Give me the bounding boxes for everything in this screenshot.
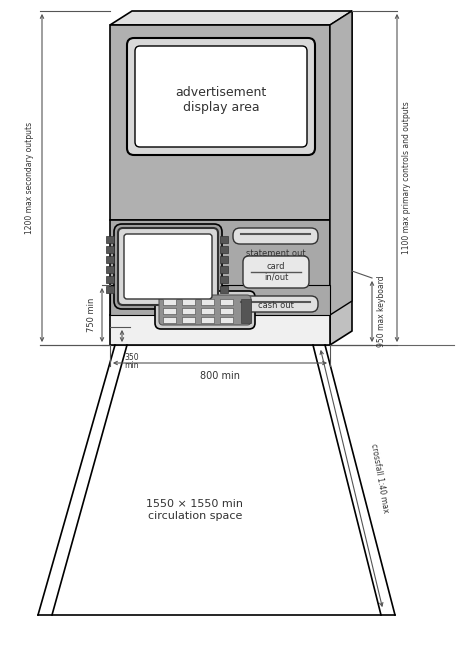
Bar xyxy=(201,308,214,314)
Bar xyxy=(182,317,195,323)
Bar xyxy=(201,317,214,323)
Bar xyxy=(220,236,228,243)
Bar xyxy=(220,286,228,293)
Text: advertisement
display area: advertisement display area xyxy=(175,86,266,114)
Bar xyxy=(106,256,114,263)
Polygon shape xyxy=(330,11,352,345)
Bar xyxy=(106,236,114,243)
FancyBboxPatch shape xyxy=(135,46,307,147)
Bar xyxy=(201,299,214,305)
Polygon shape xyxy=(110,11,352,25)
FancyBboxPatch shape xyxy=(127,38,315,155)
Polygon shape xyxy=(330,11,352,315)
FancyBboxPatch shape xyxy=(118,228,218,305)
Bar xyxy=(241,299,251,323)
Bar xyxy=(106,266,114,273)
Bar xyxy=(220,317,233,323)
FancyBboxPatch shape xyxy=(233,296,318,312)
Text: cash out: cash out xyxy=(257,300,293,310)
Text: 1100 max primary controls and outputs: 1100 max primary controls and outputs xyxy=(402,102,411,254)
Text: 350: 350 xyxy=(125,353,139,362)
Text: 1550 × 1550 min
circulation space: 1550 × 1550 min circulation space xyxy=(146,499,244,520)
Bar xyxy=(182,308,195,314)
Bar xyxy=(110,220,330,315)
Text: card
in/out: card in/out xyxy=(264,262,288,282)
Bar xyxy=(106,276,114,283)
Bar xyxy=(163,317,176,323)
FancyBboxPatch shape xyxy=(124,234,212,299)
FancyBboxPatch shape xyxy=(155,291,255,329)
Text: min: min xyxy=(125,361,139,370)
FancyBboxPatch shape xyxy=(114,224,222,309)
Bar xyxy=(182,299,195,305)
Text: statement out: statement out xyxy=(246,249,305,258)
Bar xyxy=(220,299,233,305)
Text: 750 min: 750 min xyxy=(88,298,97,332)
Bar xyxy=(163,299,176,305)
Text: crossfall 1:40 max: crossfall 1:40 max xyxy=(370,443,391,514)
Bar xyxy=(110,315,330,345)
FancyBboxPatch shape xyxy=(233,228,318,244)
Bar xyxy=(220,266,228,273)
Text: 800 min: 800 min xyxy=(200,371,240,381)
Bar xyxy=(110,285,330,315)
Text: 950 max keyboard: 950 max keyboard xyxy=(377,276,386,347)
FancyBboxPatch shape xyxy=(243,256,309,288)
Bar xyxy=(220,246,228,253)
Bar xyxy=(106,246,114,253)
Bar xyxy=(110,25,330,220)
FancyBboxPatch shape xyxy=(159,295,251,325)
Bar xyxy=(220,308,233,314)
Bar xyxy=(106,286,114,293)
Bar xyxy=(220,256,228,263)
Text: 1200 max secondary outputs: 1200 max secondary outputs xyxy=(26,122,35,234)
Bar xyxy=(220,276,228,283)
Bar xyxy=(163,308,176,314)
